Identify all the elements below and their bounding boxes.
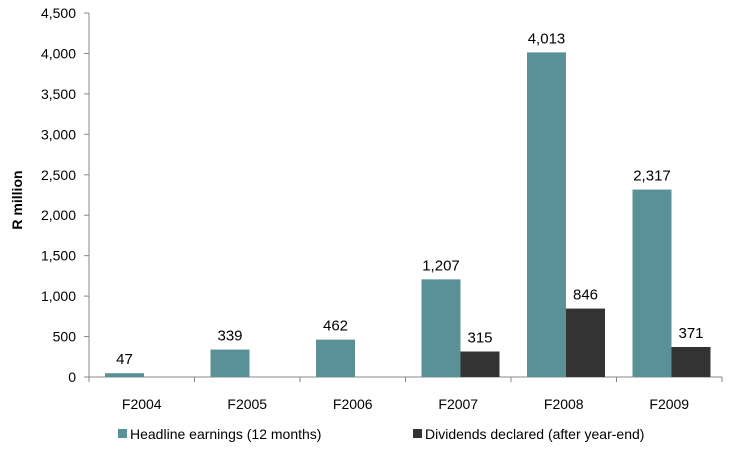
y-tick-label: 4,000 <box>41 45 76 61</box>
data-label: 1,207 <box>422 257 460 274</box>
x-tick-label: F2004 <box>122 396 162 412</box>
bars <box>105 52 711 378</box>
y-tick-label: 2,000 <box>41 207 76 223</box>
y-tick-label: 1,000 <box>41 288 76 304</box>
x-tick-label: F2009 <box>649 396 689 412</box>
y-axis: 0 500 1,000 1,500 2,000 2,500 3,000 3,500 4,000 4… <box>41 5 90 385</box>
data-label: 2,317 <box>633 168 671 185</box>
bar-headline-earnings <box>632 189 672 377</box>
legend-label-dividends-declared: Dividends declared (after year-end) <box>425 426 644 442</box>
data-label: 339 <box>217 328 242 345</box>
y-tick-label: 4,500 <box>41 5 76 21</box>
data-label: 462 <box>323 318 348 335</box>
y-tick-label: 2,500 <box>41 167 76 183</box>
bar-headline-earnings <box>316 339 355 377</box>
y-tick-label: 3,000 <box>41 126 76 142</box>
legend-label-headline-earnings: Headline earnings (12 months) <box>130 426 321 442</box>
x-tick-label: F2008 <box>544 396 584 412</box>
y-tick-label: 1,500 <box>41 248 76 264</box>
data-label: 47 <box>116 351 133 368</box>
bar-headline-earnings <box>421 279 461 377</box>
x-tick-label: F2007 <box>438 396 478 412</box>
data-labels: 47 339 462 1,207 4,013 2,317 315 846 371 <box>116 30 703 368</box>
bar-headline-earnings <box>527 52 566 378</box>
legend: Headline earnings (12 months) Dividends d… <box>118 426 644 442</box>
data-label: 371 <box>678 325 703 342</box>
data-label: 846 <box>573 287 598 304</box>
bar-headline-earnings <box>105 373 144 377</box>
legend-swatch-dividends-declared <box>413 429 422 438</box>
legend-swatch-headline-earnings <box>118 429 127 438</box>
y-tick-label: 0 <box>68 369 76 385</box>
bar-dividends-declared <box>460 351 500 377</box>
bar-headline-earnings <box>210 349 250 377</box>
x-tick-label: F2006 <box>333 396 373 412</box>
data-label: 4,013 <box>528 30 566 47</box>
bar-dividends-declared <box>671 346 711 377</box>
bar-dividends-declared <box>566 308 605 377</box>
y-tick-label: 3,500 <box>41 86 76 102</box>
y-axis-title: R million <box>9 170 25 229</box>
data-label: 315 <box>467 330 492 347</box>
x-axis: F2004 F2005 F2006 F2007 F2008 F2009 <box>88 376 723 412</box>
y-tick-label: 500 <box>53 329 77 345</box>
x-tick-label: F2005 <box>227 396 267 412</box>
